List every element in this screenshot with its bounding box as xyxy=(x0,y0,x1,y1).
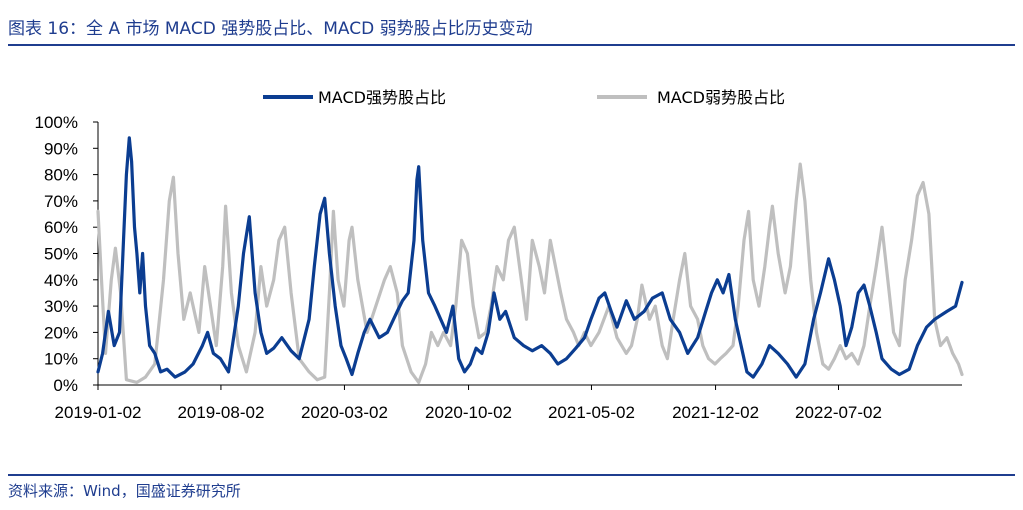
series-line-strong xyxy=(96,136,964,379)
legend-label-weak: MACD弱势股占比 xyxy=(657,88,785,107)
y-tick-label: 90% xyxy=(44,139,78,158)
y-tick-label: 50% xyxy=(44,245,78,264)
series-line-weak xyxy=(96,162,964,384)
x-tick-label: 2021-12-02 xyxy=(672,403,759,422)
series-layer xyxy=(96,136,964,384)
x-tick-label: 2022-07-02 xyxy=(795,403,882,422)
y-axis: 0% 10% 20% 30% 40% 50% 60% 70% 80% 90% 100% xyxy=(35,113,99,395)
y-tick-label: 60% xyxy=(44,218,78,237)
top-divider xyxy=(8,44,1015,46)
y-tick-label: 80% xyxy=(44,166,78,185)
x-tick-label: 2020-10-02 xyxy=(425,403,512,422)
legend-label-strong: MACD强势股占比 xyxy=(318,88,446,107)
y-tick-label: 0% xyxy=(53,376,78,395)
x-axis: 2019-01-02 2019-08-02 2020-03-02 2020-10-02… xyxy=(55,384,962,422)
y-tick-label: 100% xyxy=(35,113,78,132)
x-tick-label: 2020-03-02 xyxy=(301,403,388,422)
x-tick-label: 2021-05-02 xyxy=(548,403,635,422)
y-tick-label: 10% xyxy=(44,350,78,369)
chart-area: MACD强势股占比 MACD弱势股占比 0% 10% 20% 30% 40% 50% 60%… xyxy=(35,88,964,422)
bottom-divider xyxy=(8,474,1015,476)
chart-title: 图表 16：全 A 市场 MACD 强势股占比、MACD 弱势股占比历史变动 xyxy=(8,19,533,39)
source-note: 资料来源：Wind，国盛证券研究所 xyxy=(8,482,241,500)
y-tick-label: 20% xyxy=(44,323,78,342)
x-tick-label: 2019-08-02 xyxy=(177,403,264,422)
x-tick-label: 2019-01-02 xyxy=(55,403,142,422)
y-tick-label: 70% xyxy=(44,192,78,211)
legend: MACD强势股占比 MACD弱势股占比 xyxy=(263,88,785,107)
y-tick-label: 30% xyxy=(44,297,78,316)
y-tick-label: 40% xyxy=(44,271,78,290)
